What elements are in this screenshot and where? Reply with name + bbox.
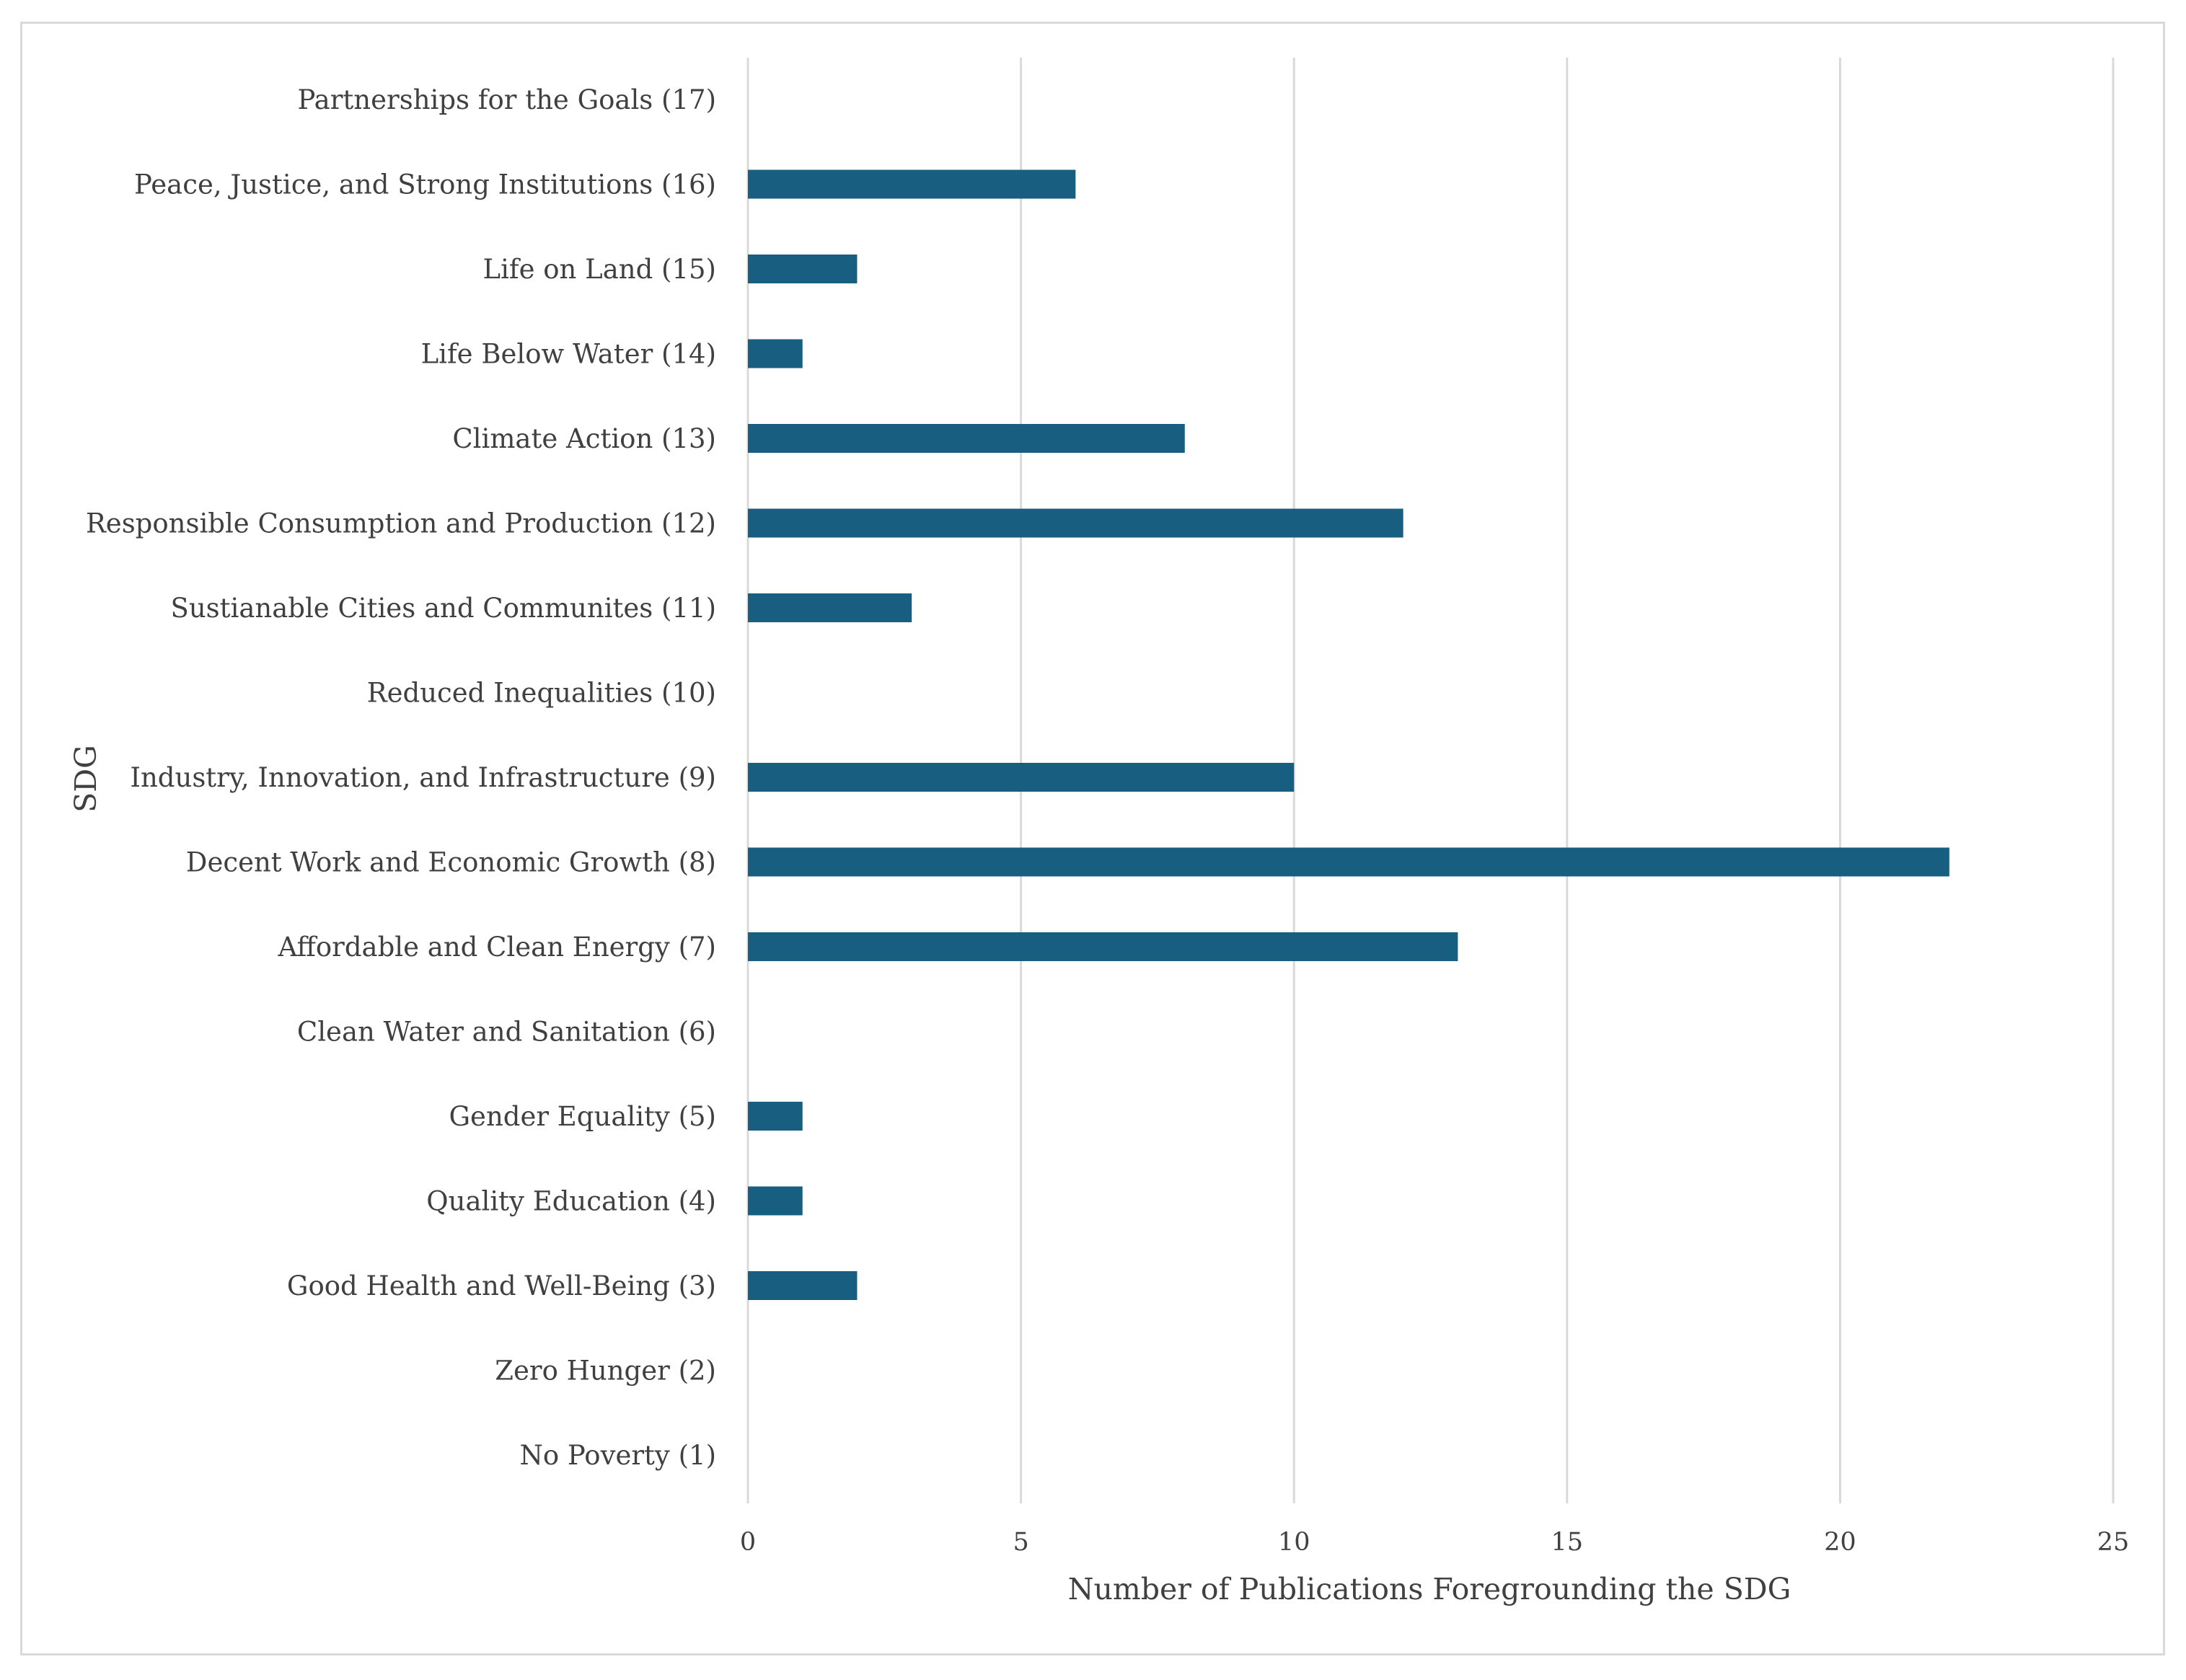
category-label: Reduced Inequalities (10) [367, 678, 716, 709]
category-label: Gender Equality (5) [449, 1101, 716, 1132]
category-label: Peace, Justice, and Strong Institutions … [134, 169, 716, 200]
x-tick-label: 10 [1278, 1528, 1310, 1557]
x-tick-label: 15 [1551, 1528, 1584, 1557]
bar [748, 763, 1295, 792]
x-tick-labels: 0 5 10 15 20 25 [740, 1528, 2129, 1557]
bar [748, 1271, 858, 1300]
y-axis-title: SDG [69, 745, 103, 813]
gridlines [746, 58, 2115, 1503]
category-label: Decent Work and Economic Growth (8) [186, 847, 716, 878]
x-tick-label: 20 [1824, 1528, 1856, 1557]
bar [748, 508, 1403, 538]
category-label: Clean Water and Sanitation (6) [297, 1017, 716, 1048]
chart-frame [20, 22, 2165, 1655]
category-label: Zero Hunger (2) [495, 1356, 716, 1387]
category-label: Life Below Water (14) [421, 339, 716, 370]
category-label: Quality Education (4) [426, 1186, 716, 1217]
bar [748, 932, 1458, 961]
category-label: Partnerships for the Goals (17) [297, 84, 716, 115]
category-label: Responsible Consumption and Production (… [86, 508, 716, 539]
bar [748, 339, 803, 368]
bar [748, 847, 1949, 877]
bar [748, 424, 1185, 453]
bar [748, 255, 858, 283]
bar [748, 1186, 803, 1216]
bar [748, 169, 1076, 199]
category-label: Climate Action (13) [452, 423, 716, 454]
category-labels: Partnerships for the Goals (17) Peace, Ju… [86, 84, 716, 1471]
category-label: No Poverty (1) [519, 1440, 716, 1471]
bar [748, 593, 912, 622]
x-axis-title: Number of Publications Foregrounding the… [1068, 1572, 1791, 1606]
x-tick-label: 0 [740, 1528, 756, 1557]
category-label: Good Health and Well-Being (3) [287, 1270, 716, 1301]
category-label: Life on Land (15) [483, 254, 716, 285]
bars [748, 169, 1949, 1300]
bar [748, 1102, 803, 1131]
category-label: Industry, Innovation, and Infrastructure… [130, 762, 716, 793]
x-tick-label: 5 [1013, 1528, 1028, 1557]
category-label: Sustianable Cities and Communites (11) [170, 593, 716, 624]
x-tick-label: 25 [2097, 1528, 2130, 1557]
category-label: Affordable and Clean Energy (7) [278, 932, 716, 963]
